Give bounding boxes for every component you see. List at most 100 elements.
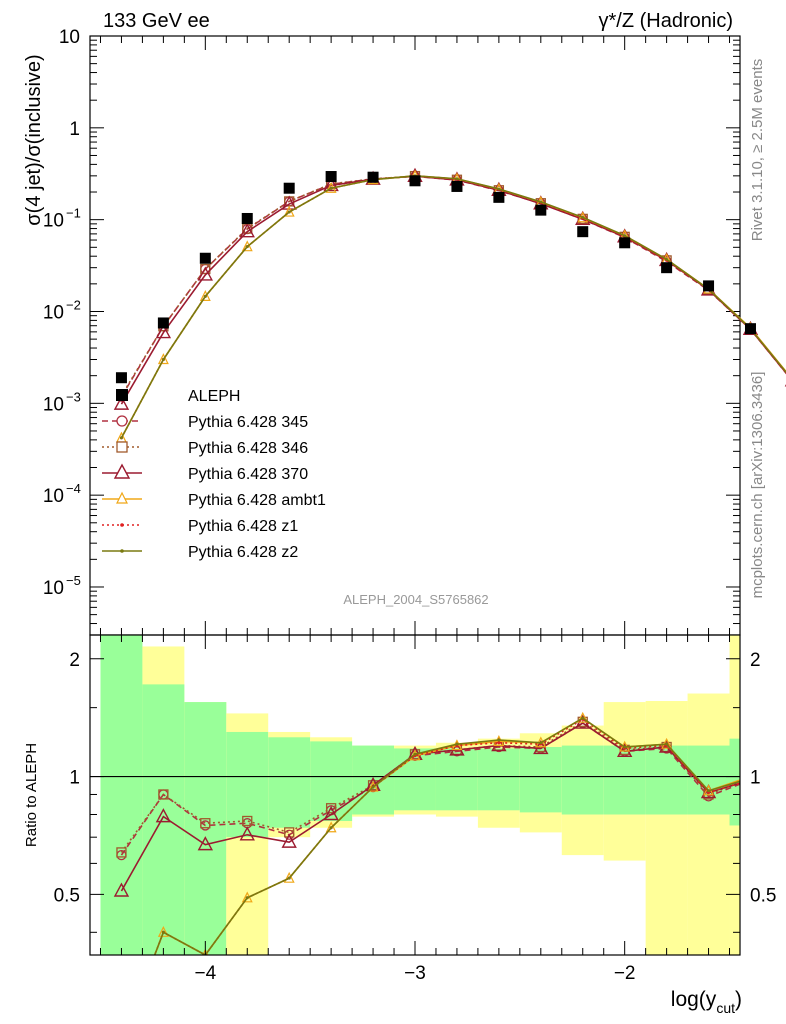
ratio-marker-p346 <box>284 827 295 838</box>
ratio-marker-ambt1 <box>367 780 379 792</box>
ratio-marker-p370 <box>617 742 633 758</box>
main-y-axis-label: σ(4 jet)/σ(inclusive) <box>23 54 45 225</box>
ratio-marker-z2 <box>665 742 669 746</box>
main-marker-z2 <box>329 186 333 190</box>
main-y-tick-exponent: −2 <box>66 297 81 312</box>
ratio-marker-z2 <box>623 745 627 749</box>
main-line-p346 <box>120 175 786 397</box>
main-marker-data <box>703 280 715 292</box>
main-marker-data <box>661 262 673 274</box>
main-marker-p370 <box>113 395 130 410</box>
ratio-band-inner <box>226 731 269 838</box>
main-marker-z2 <box>539 200 543 204</box>
main-marker-data <box>409 175 421 187</box>
ratio-y-tick-label-right: 2 <box>750 650 761 671</box>
main-y-tick-exponent: −3 <box>66 389 81 404</box>
legend-label-p346: Pythia 6.428 346 <box>188 440 308 457</box>
ratio-marker-z2 <box>539 741 543 745</box>
legend-marker-p370 <box>113 463 131 479</box>
ratio-band-inner <box>519 747 562 813</box>
main-marker-p370 <box>239 223 255 238</box>
header-right-title: γ*/Z (Hadronic) <box>599 10 733 32</box>
x-axis-label: log(ycut) <box>671 988 742 1016</box>
ratio-band-inner <box>603 745 646 815</box>
ratio-band-outer <box>687 693 730 955</box>
ratio-marker-z1 <box>497 741 501 745</box>
legend-label-z2: Pythia 6.428 z2 <box>188 544 298 561</box>
ratio-band-inner <box>352 745 395 815</box>
ratio-band-inner <box>435 748 478 811</box>
ratio-marker-p346 <box>242 815 253 827</box>
main-marker-z2 <box>455 177 459 181</box>
legend-label-ambt1: Pythia 6.428 ambt1 <box>188 492 326 509</box>
main-marker-p370 <box>197 266 213 281</box>
ratio-marker-z2 <box>161 930 165 934</box>
ratio-marker-p370 <box>239 826 255 841</box>
ratio-curves <box>113 711 740 955</box>
ratio-band-inner <box>645 745 688 815</box>
ratio-marker-ambt1 <box>283 871 295 883</box>
header-left-title: 133 GeV ee <box>103 10 210 32</box>
main-marker-z2 <box>497 187 501 191</box>
ratio-y-axis-label: Ratio to ALEPH <box>23 743 40 847</box>
ratio-marker-z2 <box>413 752 417 756</box>
main-y-tick-label: 10 <box>43 211 64 232</box>
ratio-marker-ambt1 <box>325 821 337 833</box>
ratio-band-inner <box>477 748 520 811</box>
legend-marker-z2 <box>120 549 124 553</box>
main-marker-data <box>367 171 379 183</box>
ratio-y-tick-label: 2 <box>69 650 80 671</box>
ratio-marker-z2 <box>581 716 585 720</box>
main-y-tick-label: 10 <box>43 302 64 323</box>
ratio-marker-p346 <box>200 818 211 829</box>
ratio-band-inner <box>687 745 730 815</box>
legend-marker-z1 <box>120 523 124 527</box>
x-axis-label-sub: cut <box>716 1000 735 1016</box>
main-marker-data <box>115 372 127 384</box>
watermark-analysis-id: ALEPH_2004_S5765862 <box>343 592 488 607</box>
ratio-band-inner <box>100 635 143 955</box>
main-marker-z2 <box>665 257 669 261</box>
legend-label-p345: Pythia 6.428 345 <box>188 414 308 431</box>
ratio-band-inner <box>268 737 311 828</box>
x-axis-label-main: log(y <box>671 988 717 1011</box>
ratio-marker-p370 <box>533 739 549 755</box>
ratio-y-tick-label: 0.5 <box>54 885 80 906</box>
main-marker-data <box>744 323 756 335</box>
ratio-marker-z2 <box>371 785 375 789</box>
main-marker-data <box>493 191 505 203</box>
main-marker-z2 <box>119 436 123 440</box>
ratio-y-tick-label: 1 <box>69 768 80 789</box>
ratio-marker-p346 <box>116 847 127 858</box>
ratio-line-p345 <box>120 722 740 856</box>
main-marker-data <box>535 204 547 216</box>
main-y-tick-label: 10 <box>43 578 64 599</box>
ratio-line-p346 <box>120 720 740 853</box>
main-y-tick-label: 10 <box>43 394 64 415</box>
ratio-y-tick-label-right: 1 <box>750 768 761 789</box>
main-marker-data <box>283 182 295 194</box>
ratio-marker-z2 <box>245 896 249 900</box>
main-marker-p346 <box>200 263 211 275</box>
legend-marker-ambt1 <box>116 491 128 504</box>
main-marker-p370 <box>281 195 297 210</box>
ratio-marker-p370 <box>197 836 213 851</box>
ratio-marker-p346 <box>158 789 169 800</box>
mcplots-label: mcplots.cern.ch [arXiv:1306.3436] <box>749 372 766 599</box>
ratio-plot: 0.5 0.5 1 1 2 2 −4 −3 −2 <box>54 634 776 984</box>
ratio-marker-z2 <box>707 789 711 793</box>
rivet-label: Rivet 3.1.10, ≥ 2.5M events <box>749 59 766 242</box>
ratio-band-inner <box>142 684 185 955</box>
ratio-band-inner <box>561 745 604 815</box>
ratio-marker-p346 <box>325 803 337 814</box>
main-y-tick-exponent: −1 <box>66 206 81 221</box>
main-y-tick-label: 10 <box>43 486 64 507</box>
ratio-band-inner <box>184 702 227 955</box>
main-marker-data <box>241 212 253 224</box>
legend-marker-p345 <box>116 415 128 427</box>
main-marker-data <box>157 317 169 329</box>
legend-label-p370: Pythia 6.428 370 <box>188 466 308 483</box>
legend-label-z1: Pythia 6.428 z1 <box>188 518 298 535</box>
ratio-marker-p370 <box>113 882 130 897</box>
